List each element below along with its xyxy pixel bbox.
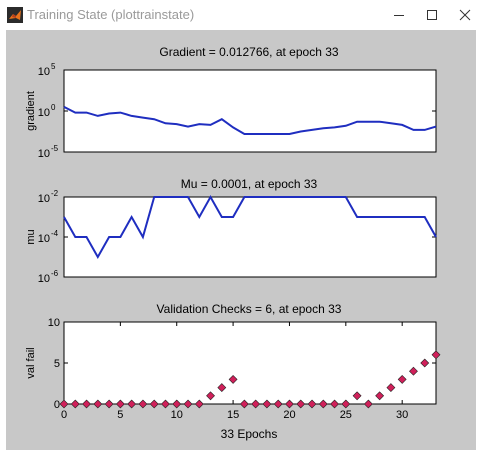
validation-point (285, 399, 294, 409)
validation-point (363, 399, 373, 409)
y-tick-label: 10 (38, 273, 50, 285)
validation-point (409, 366, 418, 376)
gradient-title: Gradient = 0.012766, at epoch 33 (159, 45, 338, 59)
close-icon (459, 9, 471, 21)
x-tick-label: 25 (340, 409, 352, 421)
validation-point (330, 399, 339, 409)
validation-point (341, 399, 351, 409)
validation-plot-area (63, 321, 437, 405)
y-tick-label: 10 (38, 233, 50, 245)
validation-point (420, 358, 430, 368)
validation-point (217, 383, 227, 393)
x-tick-label: 10 (171, 409, 183, 421)
y-tick-label: 10 (38, 107, 50, 119)
minimize-icon (394, 15, 404, 16)
mu-title: Mu = 0.0001, at epoch 33 (181, 177, 318, 191)
minimize-button[interactable] (381, 0, 417, 30)
validation-point (386, 383, 396, 393)
y-tick-exponent: -6 (51, 269, 59, 278)
validation-point (183, 399, 193, 409)
y-tick-label: 10 (38, 148, 50, 160)
mu-series-line (63, 194, 437, 260)
gradient-axes: Gradient = 0.012766, at epoch 33 gradien… (25, 45, 437, 160)
validation-point (228, 374, 238, 384)
validation-xlabel: 33 Epochs (221, 427, 278, 441)
validation-point (206, 391, 215, 401)
validation-point (127, 399, 137, 409)
y-tick-label: 5 (54, 358, 60, 370)
y-tick-label: 10 (48, 317, 60, 329)
validation-point (352, 391, 362, 401)
validation-point (251, 399, 261, 409)
y-tick-exponent: 5 (51, 62, 56, 71)
window-title: Training State (plottrainstate) (27, 7, 195, 22)
title-bar[interactable]: Training State (plottrainstate) (0, 0, 482, 30)
validation-point (138, 399, 148, 409)
validation-point (104, 399, 114, 409)
matlab-logo-icon (7, 7, 23, 23)
validation-point (70, 399, 80, 409)
y-tick-label: 10 (38, 193, 50, 205)
mu-axes: Mu = 0.0001, at epoch 33 mu 10-610-410-2 (25, 177, 437, 285)
gradient-ylabel: gradient (25, 91, 37, 131)
validation-point (194, 399, 204, 409)
validation-point (431, 350, 441, 360)
y-tick-label: 0 (54, 399, 60, 411)
training-plots: Gradient = 0.012766, at epoch 33 gradien… (25, 45, 441, 441)
close-button[interactable] (447, 0, 482, 30)
y-tick-exponent: 0 (51, 103, 56, 112)
validation-point (59, 399, 69, 409)
validation-point (93, 399, 103, 409)
validation-title: Validation Checks = 6, at epoch 33 (157, 302, 342, 316)
validation-point (318, 399, 328, 409)
validation-point (375, 391, 385, 401)
validation-point (307, 399, 317, 409)
validation-point (262, 399, 272, 409)
gradient-plot-area (63, 69, 437, 153)
x-tick-label: 20 (283, 409, 295, 421)
validation-point (172, 399, 182, 409)
x-tick-label: 0 (61, 409, 67, 421)
figure-canvas: Gradient = 0.012766, at epoch 33 gradien… (6, 30, 476, 450)
validation-point (397, 374, 407, 384)
validation-point (273, 399, 283, 409)
validation-point (296, 399, 306, 409)
validation-point (115, 399, 125, 409)
x-tick-label: 30 (396, 409, 408, 421)
validation-point (239, 399, 249, 409)
y-tick-exponent: -5 (51, 144, 59, 153)
maximize-button[interactable] (414, 0, 450, 30)
gradient-series-line (63, 106, 437, 135)
validation-axes: Validation Checks = 6, at epoch 33 val f… (25, 302, 441, 441)
validation-point (149, 399, 159, 409)
y-tick-exponent: -4 (51, 229, 59, 238)
y-tick-exponent: -2 (51, 189, 59, 198)
validation-ylabel: val fail (25, 347, 37, 378)
x-tick-label: 5 (117, 409, 123, 421)
y-tick-label: 10 (38, 66, 50, 78)
x-tick-label: 15 (227, 409, 239, 421)
mu-ylabel: mu (25, 229, 37, 244)
validation-point (161, 399, 170, 409)
maximize-icon (427, 10, 437, 20)
validation-point (82, 399, 91, 409)
